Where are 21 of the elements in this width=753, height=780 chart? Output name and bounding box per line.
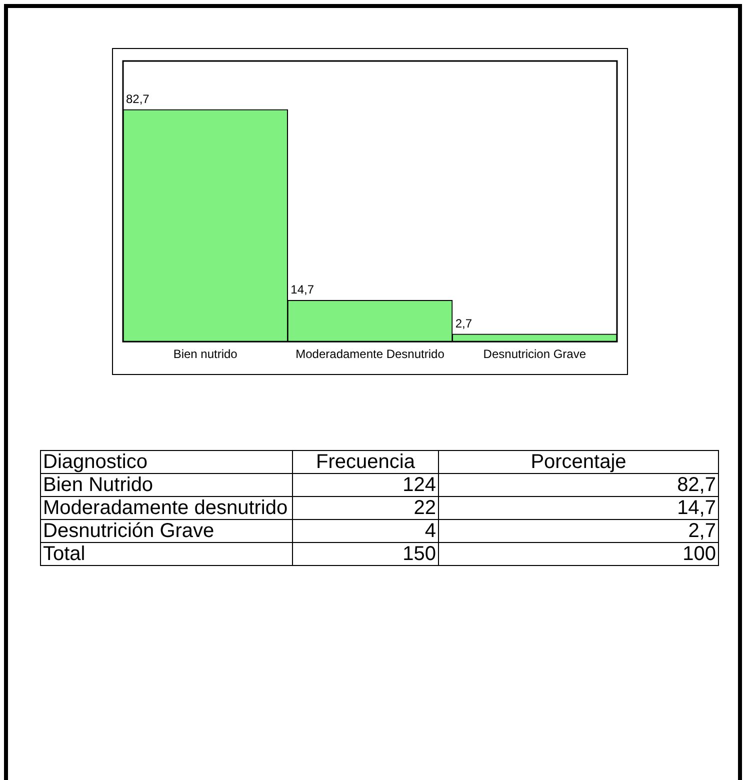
text: 14,7 [438,496,718,520]
x-tick-label: Bien nutrido [173,347,238,362]
data-label: 2,7 [455,316,472,330]
text: Bien Nutrido [40,474,292,496]
x-tick-label: Moderadamente Desnutrido [296,347,445,362]
text: Total [40,542,292,566]
text: 100 [438,542,718,566]
text: 82,7 [438,474,718,496]
text: 4 [292,520,438,542]
text: 150 [292,542,438,566]
text: Porcentaje [438,450,718,474]
data-label: 14,7 [290,282,314,297]
text: 22 [292,496,438,520]
text: Diagnostico [40,450,292,474]
text: 124 [292,474,438,496]
data-label: 82,7 [126,92,150,106]
text: Frecuencia [292,450,438,474]
x-tick-label: Desnutricion Grave [483,347,586,362]
text: Desnutrición Grave [40,520,292,542]
text: Moderadamente desnutrido [40,496,292,520]
text: 2,7 [438,520,718,542]
